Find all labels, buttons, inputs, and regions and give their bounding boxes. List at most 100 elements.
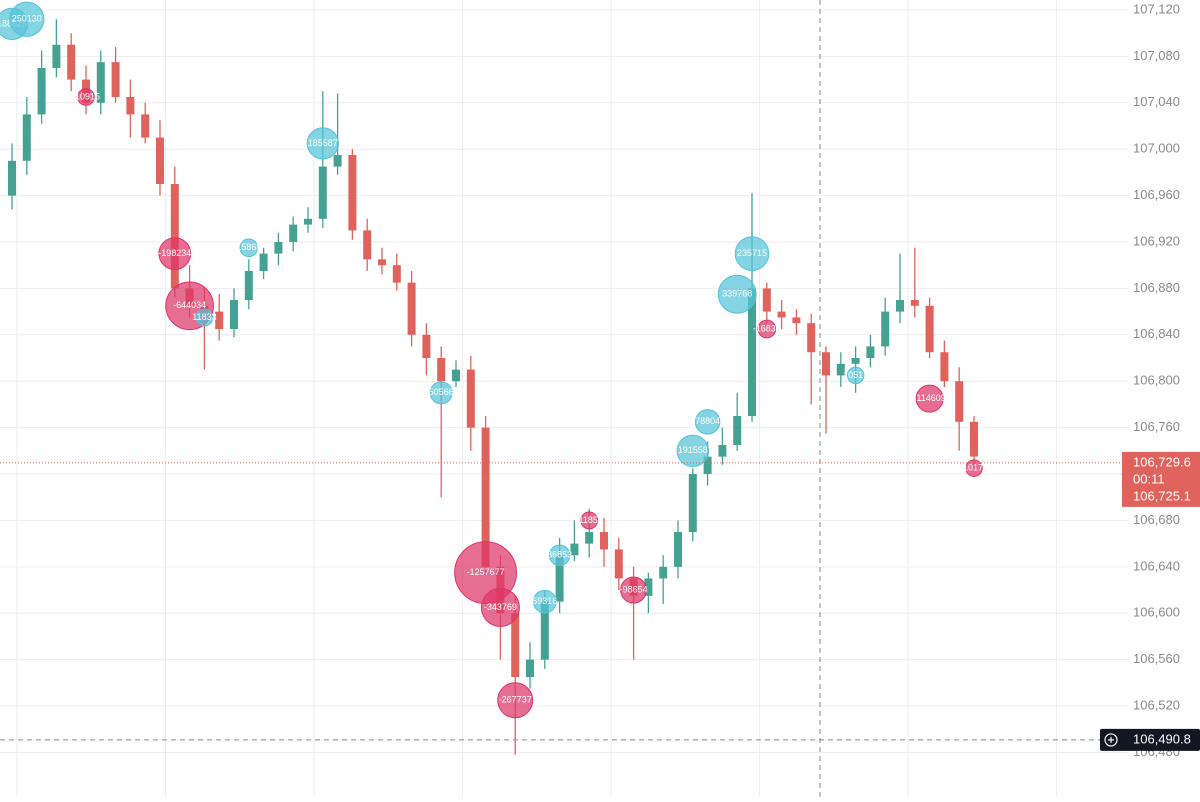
bubble-label: 59316 (532, 596, 557, 606)
volume-bubble (497, 682, 534, 719)
y-tick-label: 106,520 (1133, 697, 1180, 712)
y-tick-label: 106,840 (1133, 326, 1180, 341)
candle-body (718, 445, 727, 457)
y-tick-label: 106,960 (1133, 187, 1180, 202)
bubble-label: 235715 (737, 248, 767, 258)
candle-body (703, 456, 712, 475)
bubble-label: 250130 (12, 14, 42, 24)
y-tick-label: 107,040 (1133, 94, 1180, 109)
candle-body (526, 659, 534, 678)
candle-body (511, 613, 520, 678)
volume-bubble (915, 384, 944, 413)
candle-body (466, 369, 475, 428)
bubble-label: -198234 (158, 248, 191, 258)
volume-bubble (717, 274, 757, 314)
bubble-label: 78804 (695, 416, 720, 426)
candle-body (910, 300, 919, 306)
candle-body (896, 300, 904, 312)
candle-body (141, 114, 150, 138)
candle-body (230, 300, 238, 330)
candle-body (807, 323, 816, 353)
volume-bubble (480, 587, 520, 627)
candle-body (407, 282, 416, 335)
bubble-label: 191558 (678, 445, 708, 455)
candle-body (156, 137, 164, 184)
candle-body (481, 427, 490, 567)
volume-bubble (239, 238, 259, 258)
candle-body (955, 381, 964, 422)
candle-body (836, 363, 845, 376)
volume-bubble (9, 1, 45, 37)
bubble-label: 339768 (722, 289, 752, 299)
candle-body (422, 334, 431, 359)
candle-body (8, 160, 16, 196)
candle-body (452, 369, 460, 382)
candle-body (274, 242, 283, 254)
candle-body (570, 543, 579, 556)
candle-body (540, 601, 549, 660)
candle-body (259, 253, 268, 272)
candle-body (762, 288, 771, 312)
candle-body (614, 549, 623, 579)
candle-body (659, 566, 668, 579)
volume-bubble (676, 434, 710, 468)
candle-body (733, 416, 742, 446)
candle-body (777, 311, 786, 318)
bubble-label: -114609 (913, 393, 945, 403)
candle-body (378, 259, 386, 266)
candle-body (304, 218, 312, 225)
bubble-label: 11833 (192, 312, 216, 322)
grid (0, 0, 1128, 797)
candle-body (215, 311, 224, 330)
bubble-label: -10915 (72, 91, 100, 101)
y-tick-label: 107,000 (1133, 141, 1180, 156)
volume-bubble (846, 366, 865, 385)
candle-body (555, 555, 564, 602)
bubble-label: -343769 (484, 602, 517, 612)
y-tick-label: 106,760 (1133, 419, 1180, 434)
y-tick-label: 106,680 (1133, 512, 1180, 527)
bubble-label: -10171 (960, 463, 988, 473)
volume-bubble (532, 589, 557, 614)
bubble-label: -644034 (173, 300, 206, 310)
candle-body (792, 317, 801, 324)
volume-bubble (548, 544, 571, 566)
price-label-box (1122, 451, 1200, 507)
candle-body (363, 230, 372, 260)
candle-body (674, 532, 682, 567)
candle-body (600, 532, 608, 550)
candle-body (925, 305, 934, 353)
candle-body (22, 114, 31, 161)
candle-body (348, 154, 357, 231)
candle-body (96, 62, 105, 103)
bubble-label: 15868 (236, 242, 261, 252)
candle-body (881, 311, 890, 347)
bubble-label: -98654 (620, 584, 648, 594)
last-price-label: 106,729.6 (1133, 454, 1191, 469)
volume-bubble (734, 236, 770, 271)
volume-bubble (965, 459, 983, 477)
volume-bubble (620, 576, 648, 604)
volume-bubble (77, 88, 95, 106)
candle-body (289, 224, 298, 243)
add-alert-icon[interactable] (1104, 733, 1118, 747)
bubble-label: 10517 (843, 370, 868, 380)
candle-body (748, 288, 756, 417)
volume-bubble (306, 127, 339, 160)
countdown-label: 00:11 (1133, 471, 1165, 486)
candle-body (170, 183, 179, 289)
plot-area: 188525250130-10915-198234-64403411833158… (0, 1, 988, 755)
candle-body (688, 474, 697, 533)
bubble-label: 36853 (547, 550, 572, 560)
crosshair-label-box (1100, 728, 1200, 751)
candle-body (970, 421, 978, 457)
candle-body (67, 44, 76, 80)
candle-body (585, 532, 594, 544)
candle-body (437, 358, 446, 382)
y-tick-label: 106,800 (1133, 373, 1180, 388)
candle-body (111, 62, 120, 97)
y-tick-label: 106,560 (1133, 651, 1180, 666)
bubble-label: -1257677 (467, 567, 505, 577)
